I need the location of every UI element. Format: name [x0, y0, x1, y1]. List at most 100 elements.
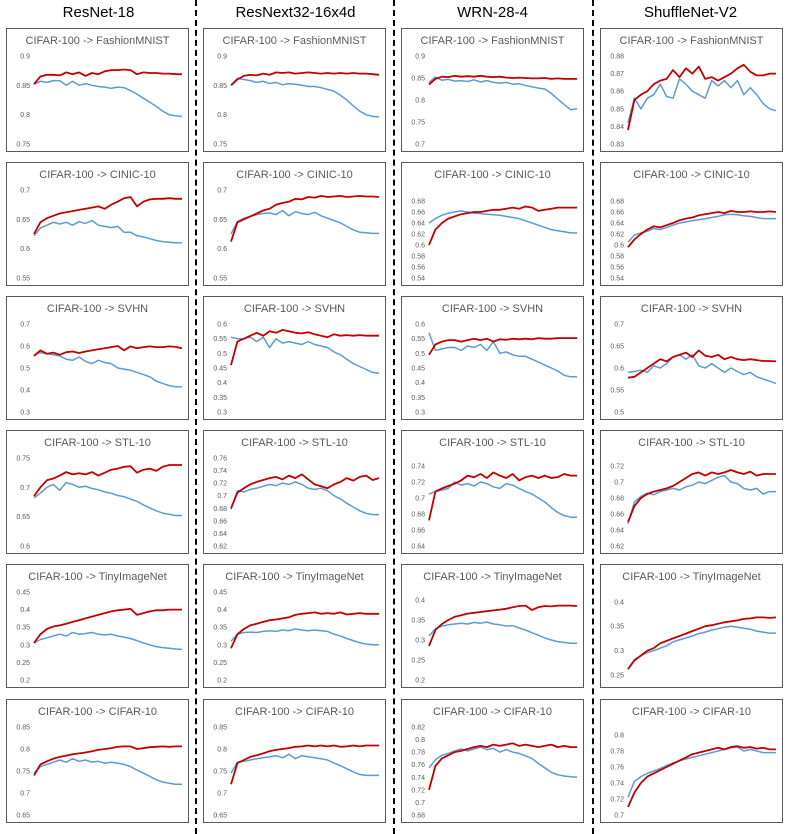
- y-tick-label: 0.87: [610, 71, 624, 78]
- y-tick-label: 0.8: [20, 112, 30, 119]
- y-tick-label: 0.4: [415, 380, 425, 387]
- y-tick-label: 0.62: [610, 544, 624, 551]
- y-tick-label: 0.7: [217, 791, 227, 798]
- chart-title: CIFAR-100 -> CIFAR-10: [433, 706, 552, 718]
- y-tick-label: 0.7: [614, 322, 624, 329]
- series-line-blue: [627, 474, 776, 524]
- series-line-red: [33, 745, 182, 776]
- chart-panel: CIFAR-100 -> CIFAR-10 0.85 0.8 0.75 0.7 0.65: [6, 699, 189, 823]
- y-tick-label: 0.58: [411, 254, 425, 261]
- series-line-blue: [33, 79, 183, 118]
- y-tick-label: 0.68: [411, 199, 425, 206]
- chart-frame: [6, 564, 189, 688]
- series-line-blue: [33, 757, 182, 785]
- y-tick-label: 0.7: [217, 188, 227, 195]
- y-tick-label: 0.8: [217, 747, 227, 754]
- y-tick-label: 0.3: [20, 410, 30, 417]
- y-tick-label: 0.4: [217, 380, 227, 387]
- series-line-red: [627, 349, 777, 379]
- chart-title: CIFAR-100 -> CINIC-10: [39, 169, 155, 181]
- y-tick-label: 0.8: [415, 98, 425, 105]
- y-tick-label: 0.35: [411, 618, 425, 625]
- chart-panel: CIFAR-100 -> FashionMNIST 0.9 0.85 0.8 0.75: [6, 28, 189, 152]
- series-line-red: [627, 63, 776, 131]
- y-tick-label: 0.45: [213, 366, 227, 373]
- chart-title: CIFAR-100 -> FashionMNIST: [620, 35, 764, 47]
- series-line-red: [230, 329, 379, 366]
- chart-panel: CIFAR-100 -> FashionMNIST 0.9 0.85 0.8 0.75: [203, 28, 386, 152]
- chart-title: CIFAR-100 -> SVHN: [244, 303, 345, 315]
- y-tick-label: 0.83: [610, 142, 624, 149]
- chart-frame: [401, 430, 584, 554]
- series-line-blue: [627, 213, 776, 243]
- series-line-blue: [428, 210, 577, 234]
- y-tick-label: 0.66: [411, 210, 425, 217]
- chart-frame: [600, 430, 783, 554]
- series-line-blue: [230, 336, 380, 375]
- chart-title: CIFAR-100 -> SVHN: [641, 303, 742, 315]
- chart-frame: [401, 296, 584, 420]
- y-tick-label: 0.68: [610, 496, 624, 503]
- y-tick-label: 0.86: [610, 89, 624, 96]
- y-tick-label: 0.74: [411, 464, 425, 471]
- y-tick-label: 0.65: [16, 813, 30, 820]
- y-tick-label: 0.68: [610, 199, 624, 206]
- chart-title: CIFAR-100 -> TinyImageNet: [423, 571, 561, 583]
- chart-panel: CIFAR-100 -> STL-10 0.72 0.7 0.68 0.66 0.64 0.…: [600, 430, 783, 554]
- chart-panel: CIFAR-100 -> CINIC-10 0.7 0.65 0.6 0.55: [6, 162, 189, 286]
- chart-frame: [600, 162, 783, 286]
- y-tick-label: 0.2: [20, 678, 30, 685]
- chart-title: CIFAR-100 -> FashionMNIST: [223, 35, 367, 47]
- y-tick-label: 0.6: [614, 243, 624, 250]
- y-tick-label: 0.7: [20, 322, 30, 329]
- series-line-blue: [627, 78, 777, 124]
- column-header-wrn: WRN-28-4: [457, 4, 528, 21]
- y-tick-label: 0.45: [16, 590, 30, 597]
- y-tick-label: 0.3: [217, 410, 227, 417]
- y-tick-label: 0.65: [213, 217, 227, 224]
- y-tick-label: 0.4: [415, 598, 425, 605]
- y-tick-label: 0.35: [411, 395, 425, 402]
- series-line-red: [428, 74, 577, 86]
- y-tick-label: 0.75: [16, 769, 30, 776]
- y-tick-label: 0.85: [610, 106, 624, 113]
- y-tick-label: 0.7: [614, 813, 624, 820]
- y-tick-label: 0.35: [213, 625, 227, 632]
- chart-title: CIFAR-100 -> STL-10: [241, 437, 348, 449]
- y-tick-label: 0.35: [610, 624, 624, 631]
- y-tick-label: 0.62: [610, 232, 624, 239]
- y-tick-label: 0.6: [415, 243, 425, 250]
- y-tick-label: 0.5: [217, 351, 227, 358]
- chart-panel: CIFAR-100 -> CINIC-10 0.68 0.66 0.64 0.62 0.6…: [600, 162, 783, 286]
- y-tick-label: 0.76: [610, 765, 624, 772]
- y-tick-label: 0.74: [610, 781, 624, 788]
- chart-title: CIFAR-100 -> CINIC-10: [633, 169, 749, 181]
- series-line-blue: [33, 219, 182, 244]
- series-line-blue: [230, 628, 379, 646]
- y-tick-label: 0.25: [411, 658, 425, 665]
- series-line-red: [230, 744, 379, 785]
- y-tick-label: 0.3: [20, 642, 30, 649]
- chart-title: CIFAR-100 -> STL-10: [638, 437, 745, 449]
- chart-frame: [6, 296, 189, 420]
- chart-panel: CIFAR-100 -> TinyImageNet 0.4 0.35 0.3 0.25 0…: [401, 564, 584, 688]
- y-tick-label: 0.45: [213, 590, 227, 597]
- chart-frame: [203, 699, 386, 823]
- y-tick-label: 0.65: [16, 514, 30, 521]
- series-line-blue: [627, 625, 776, 670]
- y-tick-label: 0.72: [411, 480, 425, 487]
- y-tick-label: 0.72: [610, 464, 624, 471]
- chart-title: CIFAR-100 -> TinyImageNet: [622, 571, 760, 583]
- chart-title: CIFAR-100 -> SVHN: [442, 303, 543, 315]
- y-tick-label: 0.75: [213, 769, 227, 776]
- series-line-blue: [33, 481, 182, 517]
- y-tick-label: 0.6: [217, 322, 227, 329]
- y-tick-label: 0.7: [415, 142, 425, 149]
- y-tick-label: 0.85: [16, 725, 30, 732]
- y-tick-label: 0.4: [20, 607, 30, 614]
- series-line-blue: [230, 481, 379, 516]
- y-tick-label: 0.56: [610, 265, 624, 272]
- chart-panel: CIFAR-100 -> CIFAR-10 0.82 0.8 0.78 0.76 0.74…: [401, 699, 584, 823]
- y-tick-label: 0.66: [213, 518, 227, 525]
